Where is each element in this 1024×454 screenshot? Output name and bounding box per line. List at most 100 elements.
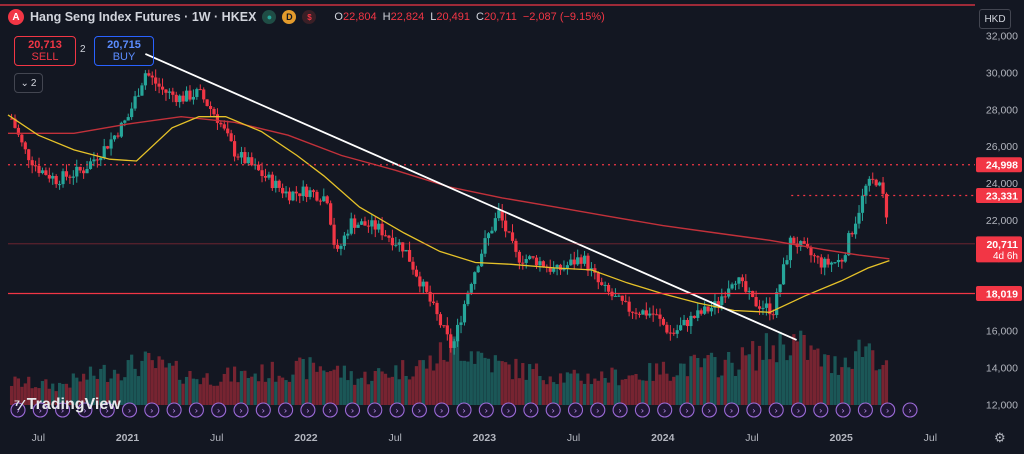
delayed-data-badge[interactable]: D	[282, 10, 297, 24]
x-tick-label: 2024	[651, 432, 675, 444]
candle-body	[630, 311, 635, 313]
candle-body	[294, 191, 298, 194]
candle-body	[236, 156, 240, 158]
volume-bar	[788, 355, 793, 405]
candle-body	[20, 134, 24, 143]
volume-bar	[589, 384, 594, 405]
candle-body	[298, 193, 302, 197]
spread-value: 2	[80, 44, 86, 55]
sell-button[interactable]: 20,713 SELL	[14, 36, 76, 66]
volume-bar	[795, 341, 799, 405]
candle-body	[582, 255, 587, 264]
candle-body	[126, 117, 130, 121]
currency-flag-icon[interactable]: $	[302, 10, 317, 24]
candle-body	[88, 161, 93, 169]
candle-body	[332, 224, 336, 245]
volume-bar	[61, 383, 65, 405]
candle-body	[857, 212, 861, 224]
volume-bar	[744, 355, 748, 405]
candle-body	[538, 261, 542, 266]
currency-button[interactable]: HKD	[979, 9, 1011, 29]
event-marker-icon	[902, 402, 918, 418]
candle-body	[140, 85, 144, 96]
volume-bar	[353, 384, 357, 405]
volume-bar	[167, 363, 171, 405]
volume-bar	[665, 373, 669, 405]
volume-bar	[277, 375, 281, 405]
candle-body	[675, 330, 679, 334]
volume-bar	[792, 334, 796, 405]
y-tick-label: 14,000	[986, 363, 1018, 375]
volume-bar	[668, 380, 672, 405]
candle-body	[442, 325, 446, 327]
candle-body	[716, 301, 720, 305]
candle-body	[359, 221, 364, 225]
candle-body	[679, 325, 683, 331]
candle-body	[318, 200, 322, 202]
candle-body	[274, 180, 278, 189]
volume-bar	[449, 336, 453, 405]
volume-bar	[92, 375, 96, 405]
tradingview-logo[interactable]: ⁷⁄ TradingView	[14, 396, 121, 414]
candle-body	[884, 193, 889, 218]
event-marker-arrow-icon: ›	[841, 407, 845, 417]
candle-body	[54, 175, 58, 185]
event-marker-icon	[746, 402, 762, 418]
settings-gear-icon[interactable]: ⚙	[994, 430, 1006, 445]
volume-bar	[466, 361, 470, 405]
candle-body	[178, 95, 182, 103]
event-marker-icon	[657, 402, 673, 418]
volume-bar	[661, 361, 666, 405]
symbol-title[interactable]: Hang Seng Index Futures · 1W · HKEX	[30, 10, 257, 24]
candle-body	[47, 174, 51, 179]
candle-body	[71, 176, 75, 178]
volume-bar	[418, 360, 422, 405]
volume-bar	[510, 379, 515, 405]
event-marker-arrow-icon: ›	[38, 407, 42, 417]
candle-body	[130, 108, 134, 118]
candle-body	[356, 224, 360, 228]
candle-body	[373, 220, 377, 230]
y-tick-label: 32,000	[986, 31, 1018, 43]
candle-body	[64, 171, 69, 177]
candle-body	[243, 152, 247, 164]
volume-bar	[305, 379, 309, 405]
candle-body	[377, 223, 381, 230]
event-marker-icon	[567, 402, 584, 418]
candle-body	[339, 245, 343, 249]
candle-body	[709, 307, 714, 312]
candle-body	[75, 166, 79, 177]
volume-bar	[442, 359, 446, 405]
event-marker-arrow-icon: ›	[685, 407, 689, 417]
buy-button[interactable]: 20,715 BUY	[94, 36, 154, 66]
volume-bar	[685, 376, 690, 405]
volume-bar	[816, 348, 820, 405]
volume-bar	[315, 371, 319, 405]
volume-bar	[318, 366, 322, 405]
candle-body	[291, 191, 295, 201]
event-marker-arrow-icon: ›	[261, 407, 265, 417]
event-marker-arrow-icon: ›	[908, 407, 912, 417]
market-status-icon[interactable]: ●	[262, 10, 277, 24]
volume-bar	[322, 370, 326, 405]
candle-body	[459, 322, 463, 325]
volume-bar	[188, 370, 192, 405]
candle-body	[781, 264, 786, 285]
volume-bar	[109, 378, 113, 405]
volume-bar	[836, 374, 841, 405]
volume-bar	[88, 366, 93, 405]
volume-bar	[740, 347, 744, 405]
candle-body	[507, 231, 511, 233]
volume-bar	[311, 362, 316, 405]
indicators-toggle-button[interactable]: ⌄ 2	[14, 73, 43, 93]
event-marker-icon	[880, 402, 896, 418]
volume-bar	[531, 369, 535, 405]
volume-bar	[54, 391, 58, 405]
volume-bar	[558, 373, 563, 405]
volume-bar	[493, 355, 497, 405]
candle-body	[246, 157, 250, 164]
ohlc-values: O22,804 H22,824 L20,491 C20,711 −2,087 (…	[334, 11, 604, 23]
volume-bar	[387, 377, 391, 405]
